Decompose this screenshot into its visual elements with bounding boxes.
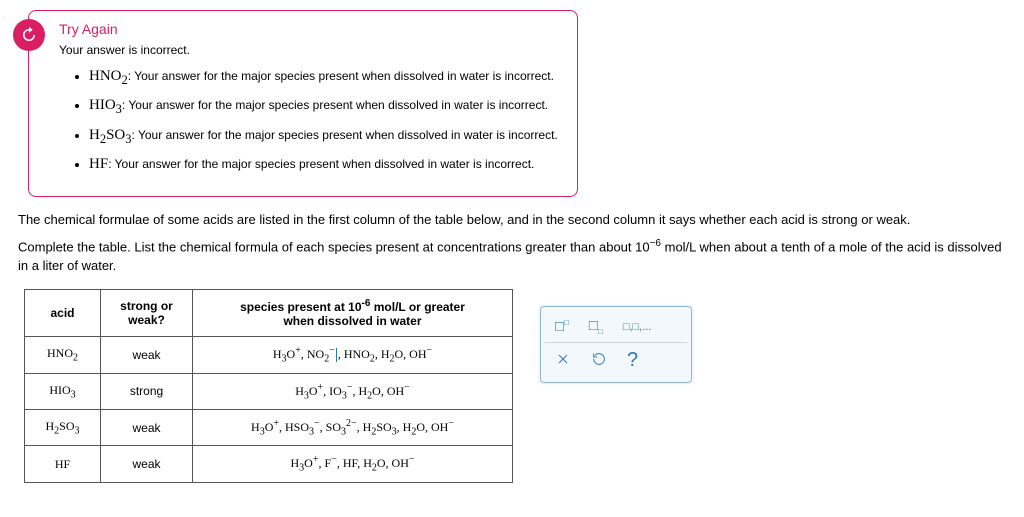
species-cell[interactable]: H3O+, IO3−, H2O, OH− [193,373,513,409]
subscript-tool[interactable]: □□ [589,317,603,336]
acid-table: acid strong or weak? species present at … [24,289,513,483]
acid-table-body: HNO2weakH3O+, NO2−, HNO2, H2O, OH−HIO3st… [25,337,513,483]
p2-exp: −6 [650,238,661,249]
acid-cell: HF [25,446,101,482]
try-again-icon[interactable] [13,19,45,51]
strength-cell: weak [101,337,193,373]
table-row: H2SO3weakH3O+, HSO3−, SO32−, H2SO3, H2O,… [25,409,513,445]
p2-a: Complete the table. List the chemical fo… [18,240,650,255]
incorrect-text: Your answer is incorrect. [59,43,561,57]
strength-cell: strong [101,373,193,409]
table-row: HIO3strongH3O+, IO3−, H2O, OH− [25,373,513,409]
list-tool[interactable]: □,□,... [623,321,652,333]
th-species: species present at 10-6 mol/L or greater… [193,290,513,337]
help-button[interactable]: ? [627,349,638,372]
table-row: HNO2weakH3O+, NO2−, HNO2, H2O, OH− [25,337,513,373]
feedback-item: HF: Your answer for the major species pr… [89,155,561,175]
clear-button[interactable] [555,351,571,371]
acid-cell: H2SO3 [25,409,101,445]
species-cell[interactable]: H3O+, NO2−, HNO2, H2O, OH− [193,337,513,373]
th-acid: acid [25,290,101,337]
feedback-list: HNO2: Your answer for the major species … [89,67,561,174]
acid-cell: HNO2 [25,337,101,373]
superscript-tool[interactable]: □□ [555,318,569,335]
species-cell[interactable]: H3O+, HSO3−, SO32−, H2SO3, H2O, OH− [193,409,513,445]
strength-cell: weak [101,409,193,445]
th-sw: strong or weak? [101,290,193,337]
reset-button[interactable] [591,351,607,371]
feedback-panel: Try Again Your answer is incorrect. HNO2… [28,10,578,197]
formula-toolbox: □□ □□ □,□,... ? [540,306,692,383]
feedback-item: HNO2: Your answer for the major species … [89,67,561,88]
feedback-item: HIO3: Your answer for the major species … [89,96,561,117]
feedback-item: H2SO3: Your answer for the major species… [89,126,561,147]
strength-cell: weak [101,446,193,482]
problem-paragraph-2: Complete the table. List the chemical fo… [18,237,1006,275]
problem-paragraph-1: The chemical formulae of some acids are … [18,211,1006,229]
species-cell[interactable]: H3O+, F−, HF, H2O, OH− [193,446,513,482]
try-again-label[interactable]: Try Again [59,21,561,37]
acid-cell: HIO3 [25,373,101,409]
table-row: HFweakH3O+, F−, HF, H2O, OH− [25,446,513,482]
